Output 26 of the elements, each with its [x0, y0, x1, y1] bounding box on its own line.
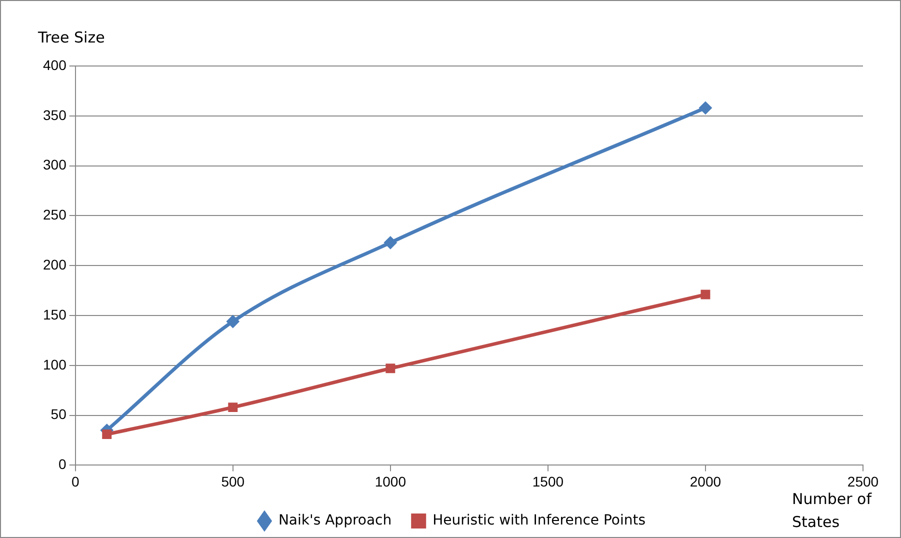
- point: [226, 314, 240, 328]
- point: [386, 364, 396, 374]
- x-tick-label: 1000: [374, 473, 406, 490]
- y-tick-label: 300: [43, 156, 67, 173]
- point: [700, 290, 710, 300]
- x-tick-label: 0: [71, 473, 80, 490]
- y-tick-label: 350: [43, 106, 67, 123]
- y-axis-title: Tree Size: [37, 28, 105, 46]
- y-tick-label: 0: [58, 456, 67, 472]
- y-tick-label: 400: [43, 56, 67, 73]
- x-tick-label: 2500: [847, 473, 879, 490]
- y-tick-label: 250: [43, 206, 67, 223]
- x-tick-label: 1500: [532, 473, 564, 490]
- point: [102, 430, 112, 440]
- point: [384, 236, 397, 250]
- x-tick-label: 500: [221, 473, 245, 490]
- x-axis-title: Number of States: [792, 490, 872, 531]
- legend-label: Naik's Approach: [278, 512, 392, 529]
- point: [228, 402, 238, 412]
- x-tick-label: 2000: [690, 473, 722, 490]
- y-tick-label: 100: [43, 356, 67, 372]
- y-tick-label: 200: [43, 256, 67, 272]
- y-tick-label: 150: [43, 306, 67, 322]
- legend-label: Heuristic with Inference Points: [432, 512, 646, 529]
- y-tick-label: 50: [50, 406, 67, 422]
- point: [698, 101, 712, 114]
